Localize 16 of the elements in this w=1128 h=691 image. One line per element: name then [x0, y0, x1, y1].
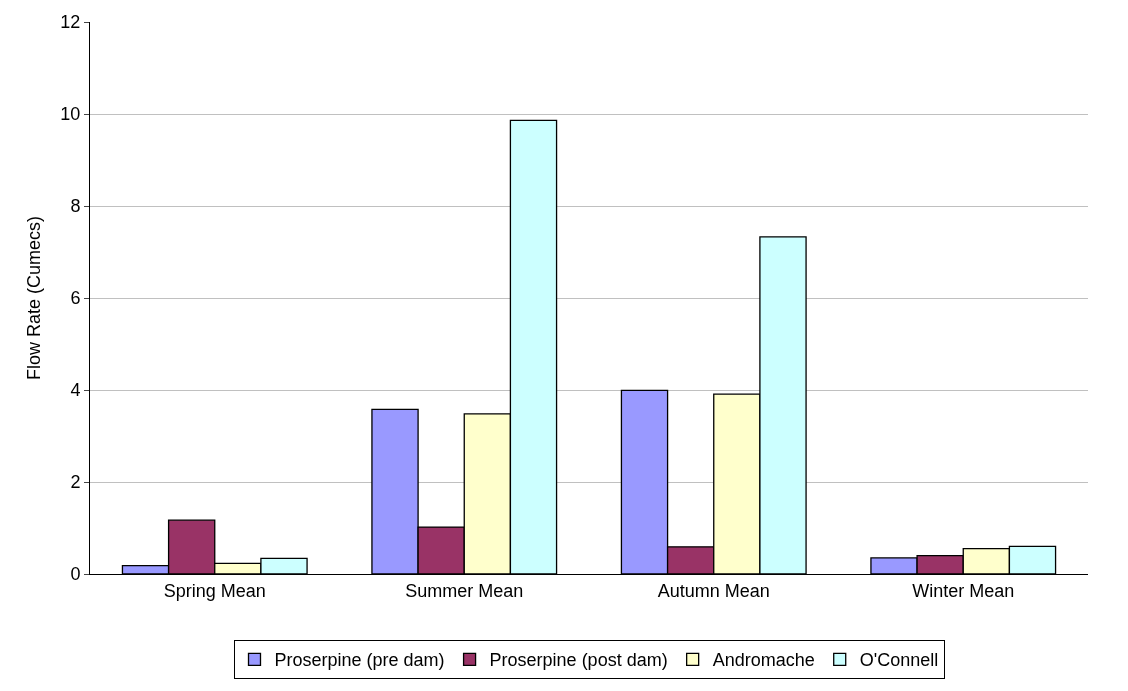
y-tick-label: 4 [70, 380, 81, 401]
legend-label: Proserpine (pre dam) [274, 650, 445, 671]
y-tick-label: 2 [70, 472, 81, 493]
y-tick-label: 12 [60, 12, 81, 33]
y-tick-label: 10 [60, 104, 81, 125]
y-axis-title: Flow Rate (Cumecs) [23, 215, 44, 381]
legend-label: Andromache [712, 650, 815, 671]
x-tick-label: Spring Mean [163, 580, 266, 601]
x-tick-label: Winter Mean [912, 580, 1015, 601]
y-tick-label: 0 [70, 564, 81, 585]
y-tick-label: 6 [70, 288, 81, 309]
legend-label: O'Connell [859, 650, 939, 671]
x-tick-label: Summer Mean [405, 580, 524, 601]
x-tick-label: Autumn Mean [657, 580, 770, 601]
y-tick-label: 8 [70, 196, 81, 217]
legend-label: Proserpine (post dam) [489, 650, 668, 671]
